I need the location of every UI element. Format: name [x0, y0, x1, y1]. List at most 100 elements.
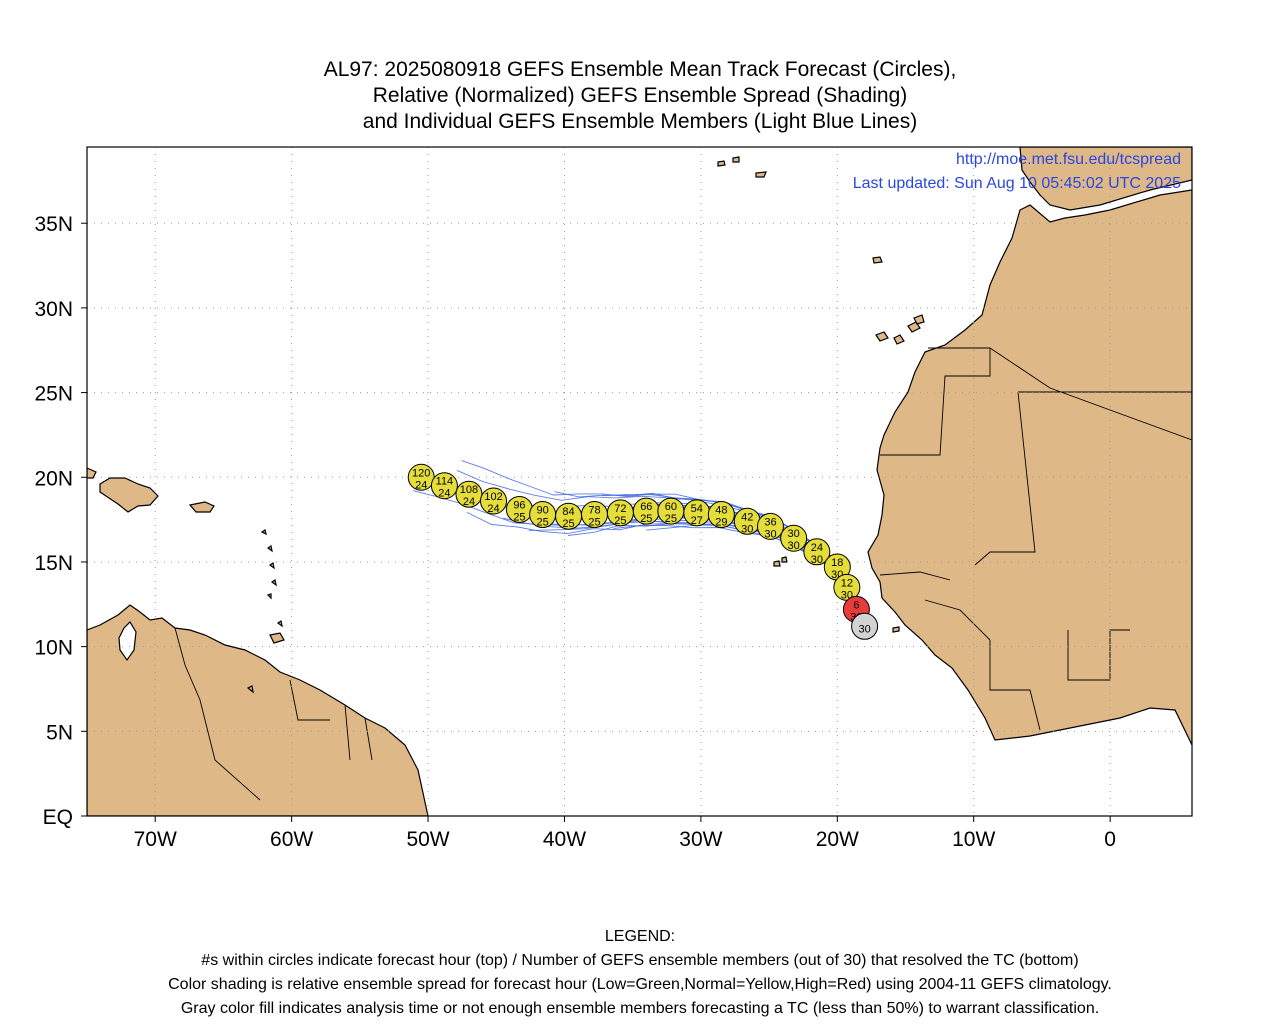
track-circle	[707, 501, 735, 529]
track-circle	[480, 487, 508, 515]
political-borders	[174, 347, 1192, 801]
track-members-label: 25	[665, 513, 677, 525]
track-members-label: 24	[438, 488, 450, 500]
lat-tick-label: 35N	[34, 213, 73, 236]
track-members-label: 24	[415, 479, 427, 491]
track-point: 30	[851, 612, 879, 640]
track-hour-label: 12	[841, 577, 853, 589]
puerto-rico	[188, 501, 215, 513]
bijagos	[892, 626, 900, 633]
title-line-1: AL97: 2025080918 GEFS Ensemble Mean Trac…	[323, 58, 957, 81]
track-members-label: 25	[537, 517, 549, 529]
canary-islands	[875, 314, 925, 345]
lat-tick-label: 25N	[34, 383, 73, 406]
track-circle	[780, 524, 808, 552]
track-hour-label: 54	[691, 503, 703, 515]
track-circle	[756, 512, 784, 540]
track-members-label: 25	[588, 517, 600, 529]
south-america-landmass	[87, 604, 429, 816]
track-hour-label: 18	[831, 557, 843, 569]
track-members-label: 25	[513, 511, 525, 523]
track-hour-label: 114	[436, 476, 454, 488]
track-members-label: 29	[715, 517, 727, 529]
track-hour-label: 84	[562, 506, 574, 518]
track-hour-label: 90	[537, 505, 549, 517]
azores	[717, 156, 767, 178]
track-hour-label: 60	[665, 501, 677, 513]
lake-maracaibo	[118, 621, 137, 662]
track-members-label: 25	[640, 513, 652, 525]
track-hour-label: 96	[513, 499, 525, 511]
legend-line-3: Gray color fill indicates analysis time …	[180, 1000, 1100, 1017]
track-hour-label: 108	[460, 484, 478, 496]
iberia-landmass	[1019, 147, 1192, 211]
track-members-label: 25	[614, 515, 626, 527]
lon-tick-label: 70W	[134, 828, 177, 851]
track-circle	[803, 538, 831, 566]
track-members-label: 24	[487, 503, 499, 515]
land-layer	[87, 147, 1192, 816]
track-circle	[430, 472, 458, 500]
lon-tick-label: 30W	[679, 828, 722, 851]
track-members-label: 30	[811, 554, 823, 566]
legend-line-1: #s within circles indicate forecast hour…	[201, 952, 1079, 969]
track-hour-label: 36	[764, 516, 776, 528]
credit-updated: Last updated: Sun Aug 10 05:45:02 UTC 20…	[852, 175, 1181, 192]
trinidad	[269, 632, 285, 644]
title-line-2: Relative (Normalized) GEFS Ensemble Spre…	[372, 84, 908, 107]
track-members-label: 27	[691, 515, 703, 527]
cuba-tip	[87, 467, 97, 479]
map-frame	[86, 146, 1193, 817]
track-hour-label: 120	[412, 467, 430, 479]
legend-heading: LEGEND:	[604, 928, 676, 945]
title-line-3: and Individual GEFS Ensemble Members (Li…	[362, 110, 918, 133]
track-members-label: 30	[788, 540, 800, 552]
track-hour-label: 6	[853, 599, 859, 611]
track-hour-label: 42	[741, 511, 753, 523]
track-hour-label: 24	[811, 542, 823, 554]
track-hour-label: 72	[614, 503, 626, 515]
track-hour-label: 48	[715, 505, 727, 517]
lat-tick-label: 10N	[34, 637, 73, 660]
lon-tick-label: 20W	[816, 828, 859, 851]
hispaniola	[99, 477, 159, 513]
track-members-label: 30	[858, 623, 870, 635]
chart-title: AL97: 2025080918 GEFS Ensemble Mean Trac…	[0, 57, 1280, 135]
lat-tick-label: 5N	[46, 721, 73, 744]
track-hour-label: 78	[588, 505, 600, 517]
africa-landmass	[867, 189, 1192, 746]
track-members-label: 30	[741, 523, 753, 535]
lon-tick-label: 10W	[952, 828, 995, 851]
track-members-label: 25	[562, 518, 574, 530]
lat-tick-label: EQ	[43, 806, 73, 829]
lat-tick-label: 15N	[34, 552, 73, 575]
track-members-label: 30	[764, 528, 776, 540]
lon-tick-label: 50W	[406, 828, 449, 851]
axis-ticks: 70W 60W 50W 40W 30W 20W 10W 0 EQ 5N 10N 15N 20N 25N 30…	[34, 213, 1116, 851]
track-hour-label: 102	[484, 491, 502, 503]
track-hour-label: 30	[788, 528, 800, 540]
legend-line-2: Color shading is relative ensemble sprea…	[168, 976, 1112, 993]
track-circle	[851, 612, 879, 640]
lon-tick-label: 0	[1104, 828, 1116, 851]
lon-tick-label: 60W	[270, 828, 313, 851]
